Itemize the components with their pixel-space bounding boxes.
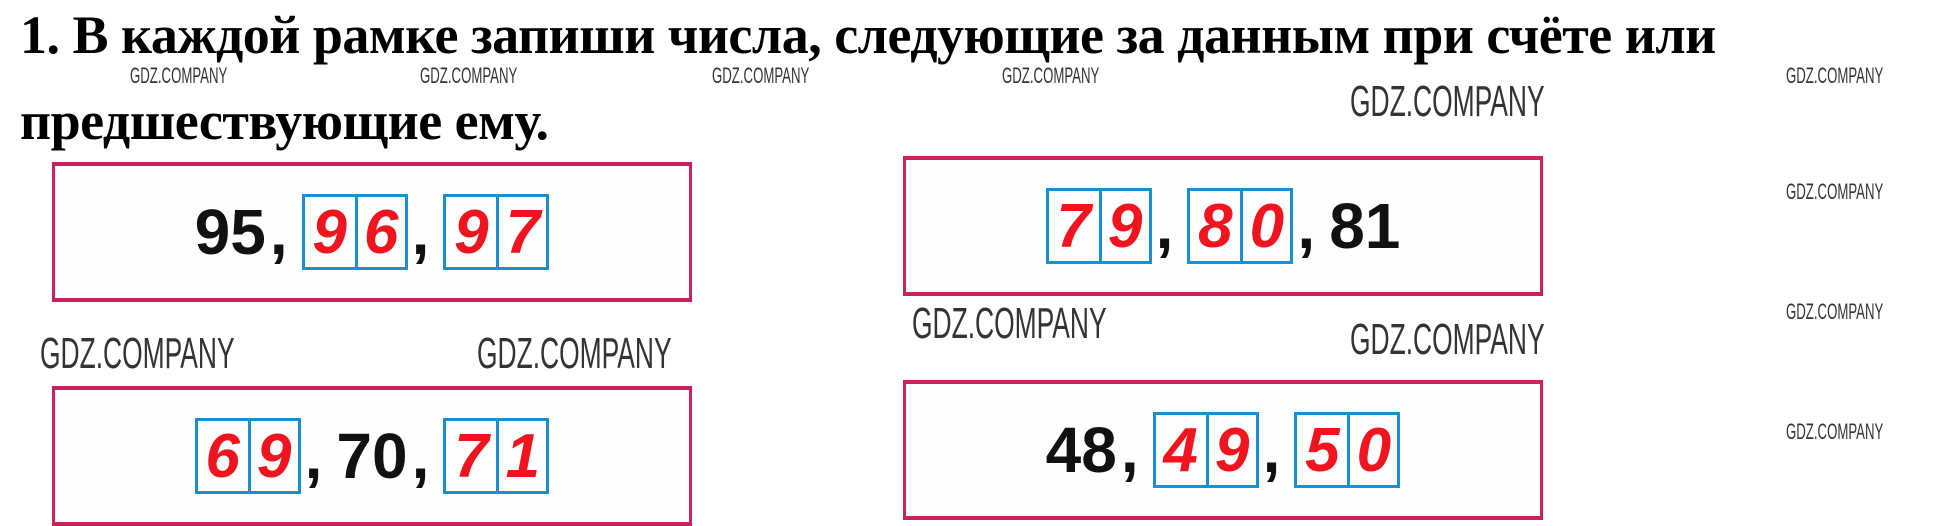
answer-digit: 9 — [1205, 415, 1256, 485]
answer-digit: 7 — [496, 197, 546, 267]
answer-digit: 5 — [1305, 415, 1340, 485]
watermark: GDZ.COMPANY — [712, 63, 810, 88]
number-frame: 48, 4 9, 5 0 — [903, 380, 1543, 520]
comma-separator: , — [1120, 414, 1139, 486]
comma-separator: , — [411, 196, 430, 268]
answer-digit: 9 — [1098, 191, 1149, 261]
given-number: 95 — [194, 196, 266, 268]
comma-separator: , — [304, 420, 323, 492]
watermark: GDZ.COMPANY — [1786, 299, 1884, 324]
answer-digit: 9 — [247, 421, 298, 491]
comma-separator: , — [411, 420, 430, 492]
watermark: GDZ.COMPANY — [1350, 315, 1545, 364]
watermark: GDZ.COMPANY — [130, 63, 228, 88]
watermark: GDZ.COMPANY — [40, 329, 235, 378]
comma-separator: , — [1262, 414, 1281, 486]
answer-digit: 8 — [1198, 191, 1233, 261]
watermark: GDZ.COMPANY — [420, 63, 518, 88]
watermark: GDZ.COMPANY — [1002, 63, 1100, 88]
number-frame: 6 9, 70, 7 1 — [52, 386, 692, 526]
comma-separator: , — [1155, 190, 1174, 262]
watermark: GDZ.COMPANY — [1350, 77, 1545, 126]
answer-digit: 7 — [1056, 191, 1091, 261]
watermark: GDZ.COMPANY — [912, 299, 1107, 348]
given-number: 70 — [336, 420, 408, 492]
watermark: GDZ.COMPANY — [1786, 419, 1884, 444]
comma-separator: , — [1297, 190, 1316, 262]
answer-digit: 9 — [312, 197, 347, 267]
answer-digit: 6 — [205, 421, 240, 491]
number-frame: 7 9, 8 0, 81 — [903, 156, 1543, 296]
answer-digit: 0 — [1240, 191, 1290, 261]
answer-digit: 9 — [454, 197, 489, 267]
task-title-line1: 1. В каждой рамке запиши числа, следующи… — [20, 5, 1716, 65]
given-number: 48 — [1045, 414, 1117, 486]
given-number: 81 — [1329, 190, 1401, 262]
answer-digit: 4 — [1163, 415, 1198, 485]
watermark: GDZ.COMPANY — [477, 329, 672, 378]
comma-separator: , — [269, 196, 288, 268]
watermark: GDZ.COMPANY — [1786, 63, 1884, 88]
answer-digit: 0 — [1347, 415, 1397, 485]
task-title-line2: предшествующие ему. — [20, 91, 549, 151]
number-frame: 95, 9 6, 9 7 — [52, 162, 692, 302]
answer-digit: 7 — [454, 421, 489, 491]
watermark: GDZ.COMPANY — [1786, 179, 1884, 204]
answer-digit: 1 — [496, 421, 546, 491]
answer-digit: 6 — [354, 197, 405, 267]
